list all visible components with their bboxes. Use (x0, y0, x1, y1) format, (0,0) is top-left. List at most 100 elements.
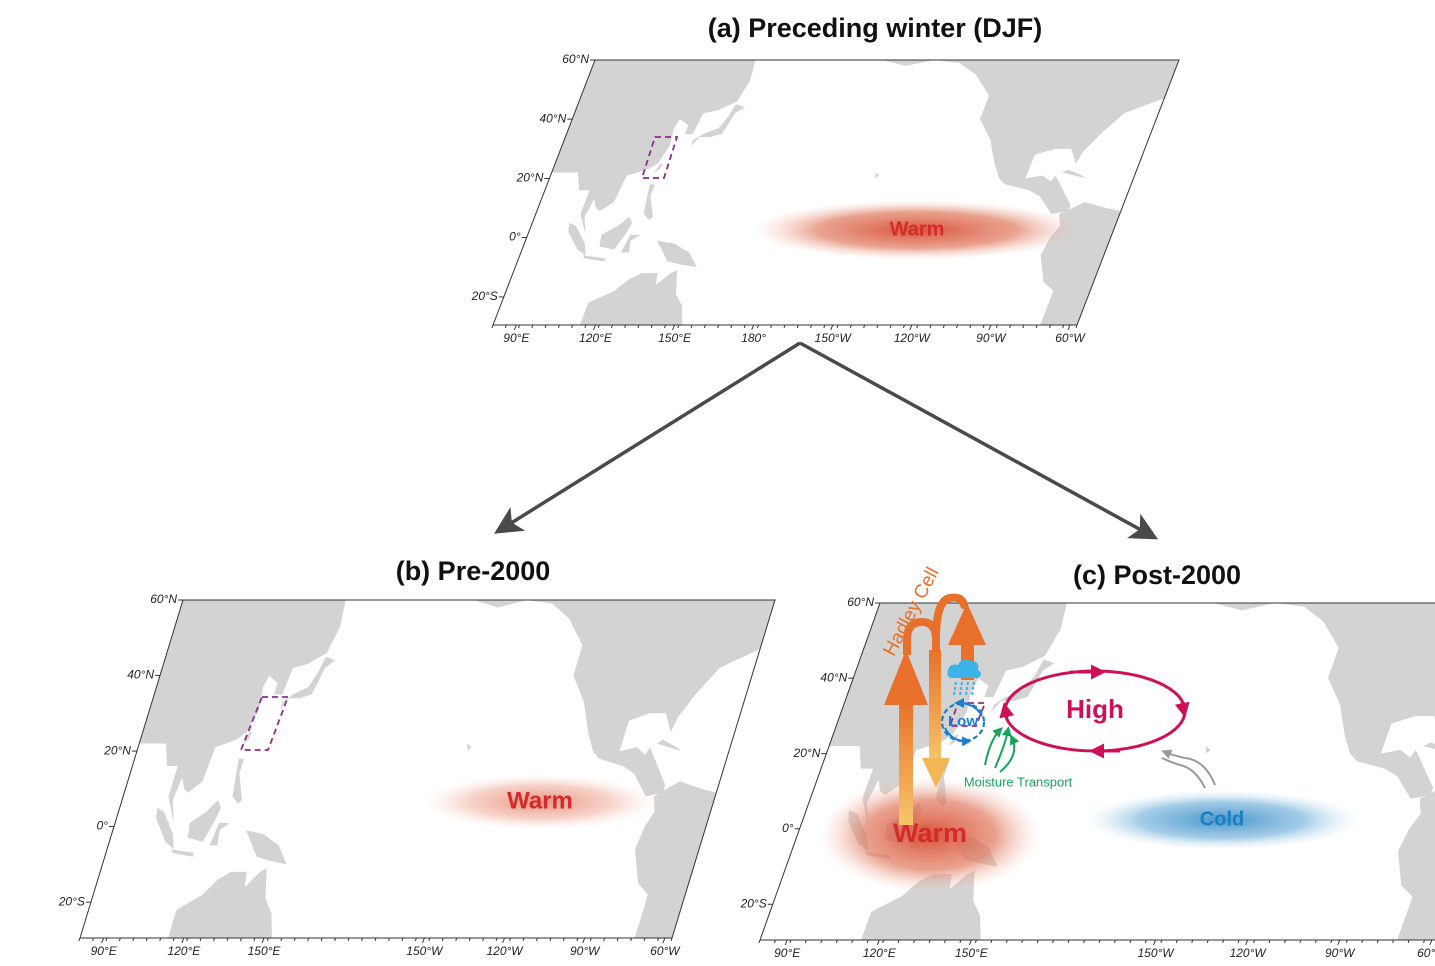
minor-tick (928, 939, 931, 944)
minor-tick (1314, 939, 1317, 944)
land (139, 600, 346, 823)
minor-tick (571, 324, 574, 329)
hadley-up2-head (948, 603, 986, 645)
arrow-to-c (799, 341, 1159, 540)
minor-tick (690, 324, 693, 329)
lon-label: 120°W (894, 331, 932, 345)
warm-anomaly (820, 777, 1040, 893)
minor-tick (630, 937, 633, 942)
minor-tick (441, 937, 444, 942)
lon-tick (181, 937, 185, 944)
minor-tick (1330, 939, 1333, 944)
minor-tick (851, 939, 854, 944)
cold-label: Cold (1200, 808, 1244, 830)
minor-tick (293, 937, 296, 942)
minor-tick (414, 937, 417, 942)
lon-label: 90°E (503, 331, 530, 345)
minor-tick (990, 939, 993, 944)
lat-label: 20°N (103, 743, 131, 757)
minor-tick (518, 324, 521, 329)
lon-tick (988, 324, 992, 331)
minor-tick (1222, 939, 1225, 944)
lat-label: 20°S (471, 289, 498, 303)
minor-tick (78, 937, 81, 942)
map-1 (80, 600, 775, 938)
land (1423, 742, 1435, 754)
lat-label: 40°N (539, 111, 566, 125)
lat-label: 20°N (793, 746, 821, 760)
minor-tick (929, 324, 932, 329)
study-region (640, 136, 679, 179)
minor-tick (902, 324, 905, 329)
land (1213, 603, 1435, 799)
minor-tick (455, 937, 458, 942)
lat-label: 20°S (58, 894, 85, 908)
minor-tick (132, 937, 135, 942)
land (156, 807, 174, 850)
arrow-to-b (494, 341, 801, 534)
map-frame (492, 59, 1180, 326)
minor-tick (549, 937, 552, 942)
lon-label: 150°W (406, 944, 444, 958)
minor-tick (624, 324, 627, 329)
panel-title: (c) Post-2000 (1073, 560, 1241, 590)
land (690, 104, 746, 146)
land (171, 849, 194, 857)
minor-tick (1283, 939, 1286, 944)
land (991, 659, 1055, 713)
minor-tick (849, 324, 852, 329)
map-2 (760, 603, 1435, 940)
lon-tick (592, 324, 596, 331)
lat-label: 20°N (516, 171, 544, 185)
lon-label: 90°W (1325, 946, 1356, 960)
map-0 (493, 60, 1179, 325)
lon-label: 90°W (976, 331, 1007, 345)
minor-tick (1237, 939, 1240, 944)
minor-tick (428, 937, 431, 942)
lat-label: 0° (509, 230, 521, 244)
rain (953, 681, 957, 696)
lon-tick (876, 939, 880, 946)
minor-tick (616, 937, 619, 942)
minor-tick (172, 937, 175, 942)
minor-tick (584, 324, 587, 329)
land (582, 255, 606, 262)
minor-tick (1083, 939, 1086, 944)
minor-tick (199, 937, 202, 942)
minor-tick (703, 324, 706, 329)
lon-tick (672, 324, 676, 331)
minor-tick (374, 937, 377, 942)
land (467, 743, 472, 752)
lon-tick (751, 324, 755, 331)
minor-tick (468, 937, 471, 942)
minor-tick (266, 937, 269, 942)
land (654, 163, 663, 173)
land (232, 758, 244, 804)
minor-tick (743, 324, 746, 329)
minor-tick (1035, 324, 1038, 329)
minor-tick (186, 937, 189, 942)
lon-label: 60°W (650, 944, 681, 958)
minor-tick (1253, 939, 1256, 944)
minor-tick (491, 324, 494, 329)
minor-tick (717, 324, 720, 329)
land (473, 600, 775, 797)
minor-tick (239, 937, 242, 942)
land (1062, 169, 1087, 179)
minor-tick (916, 324, 919, 329)
low-label: Low (948, 713, 978, 730)
minor-tick (810, 324, 813, 329)
lat-label: 40°N (127, 668, 154, 682)
minor-tick (597, 324, 600, 329)
land (209, 822, 230, 846)
minor-tick (91, 937, 94, 942)
minor-tick (145, 937, 148, 942)
lon-tick (968, 939, 972, 946)
land (280, 656, 336, 710)
minor-tick (1392, 939, 1395, 944)
minor-tick (1376, 939, 1379, 944)
high-arrow (1174, 701, 1190, 718)
rain (959, 681, 963, 696)
lon-tick (1337, 939, 1341, 946)
lat-label: 60°N (847, 595, 874, 609)
